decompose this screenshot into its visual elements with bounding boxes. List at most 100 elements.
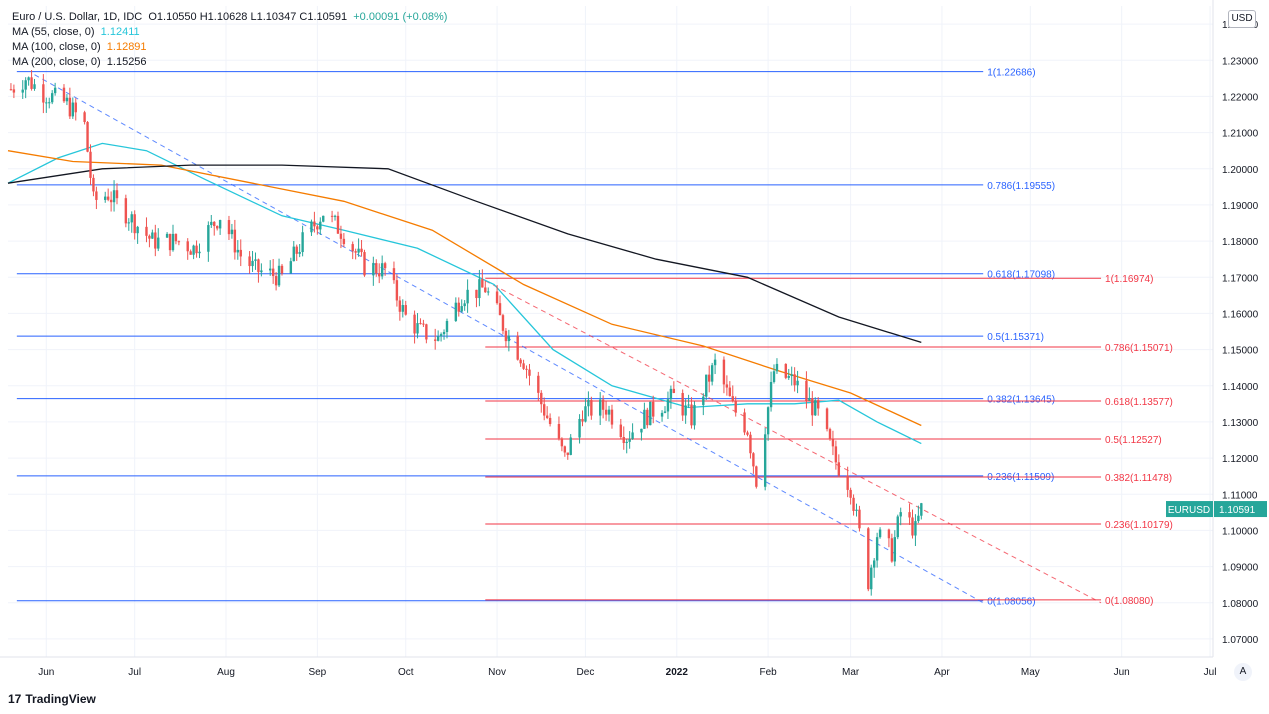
price-tick-label: 1.19000 [1222, 201, 1259, 212]
candle-body [62, 87, 66, 102]
auto-scale-button[interactable]: A [1234, 663, 1252, 681]
time-tick-label: May [1021, 667, 1040, 678]
candle-body [30, 77, 33, 89]
candle-body [528, 369, 531, 376]
candle-body [669, 388, 673, 400]
candle-body [198, 251, 201, 254]
candle-body [828, 429, 832, 440]
candle-body [372, 263, 375, 276]
candle-body [825, 408, 829, 430]
candle-body [775, 363, 779, 372]
candle-body [540, 392, 543, 405]
ma55-row[interactable]: MA (55, close, 0) 1.12411 [12, 25, 447, 40]
candle-body [537, 375, 540, 393]
ma-line [7, 164, 922, 344]
price-tick-label: 1.16000 [1222, 309, 1259, 320]
candle-body [893, 537, 897, 562]
candle-body [274, 276, 278, 286]
candle-body [292, 246, 295, 262]
time-tick-label: Oct [398, 667, 414, 678]
tradingview-brand[interactable]: 17 TradingView [8, 692, 96, 706]
candle-body [610, 409, 614, 425]
candle-body [48, 102, 51, 104]
candle-body [419, 323, 422, 325]
price-axis[interactable]: 1.07000 1.08000 1.09000 1.10000 1.11000 1.120… [1212, 0, 1259, 657]
brand-name: TradingView [25, 692, 96, 706]
candle-body [646, 409, 649, 426]
fib-retracement-red[interactable]: 1(1.16974) 0.786(1.15071) 0.618(1.13577) 0.… [485, 274, 1173, 607]
candle-body [519, 359, 522, 364]
candle-body [357, 248, 360, 253]
candle-body [425, 324, 428, 340]
time-tick-label: Mar [842, 667, 860, 678]
ma200-label: MA (200, close, 0) [12, 56, 101, 68]
candle-body [693, 405, 696, 426]
last-price-bg [1214, 501, 1267, 518]
candle-body [215, 226, 219, 229]
candle-body [21, 89, 24, 93]
time-tick-label: Dec [577, 667, 595, 678]
candle-body [601, 399, 605, 410]
candle-body [154, 232, 157, 249]
candle-body [310, 221, 313, 233]
candle-body [899, 512, 902, 517]
candle-body [484, 287, 487, 293]
candle-body [71, 102, 75, 117]
fib-retracement-blue[interactable]: 1(1.22686) 0.786(1.19555) 0.618(1.17098) 0.… [16, 68, 1055, 608]
time-tick-label: Sep [308, 667, 326, 678]
price-tick-label: 1.12000 [1222, 454, 1259, 465]
price-tick-label: 1.10000 [1222, 526, 1259, 537]
candle-body [872, 560, 876, 568]
candle-body [53, 87, 57, 94]
symbol-row[interactable]: Euro / U.S. Dollar, 1D, IDC O1.10550 H1.… [12, 10, 447, 25]
currency-button[interactable]: USD [1228, 10, 1256, 28]
price-tick-label: 1.21000 [1222, 129, 1259, 140]
candle-body [908, 512, 911, 518]
candle-body [666, 399, 670, 412]
candle-body [604, 409, 608, 415]
candle-body [218, 220, 222, 229]
candle-body [707, 374, 711, 382]
candle-body [660, 412, 664, 417]
candle-body [227, 220, 231, 235]
candle-body [168, 233, 172, 251]
ma100-row[interactable]: MA (100, close, 0) 1.12891 [12, 40, 447, 55]
candle-body [460, 306, 463, 312]
candle-body [109, 199, 113, 203]
candle-body [68, 97, 72, 117]
candle-body [236, 249, 240, 253]
ma200-row[interactable]: MA (200, close, 0) 1.15256 [12, 55, 447, 70]
candle-body [92, 177, 95, 192]
candle-body [83, 112, 86, 123]
candle-body [271, 268, 275, 277]
candle-body [239, 249, 242, 257]
fib-red-level-label: 1(1.16974) [1105, 274, 1153, 285]
candle-body [710, 365, 714, 382]
candle-body [112, 190, 116, 203]
candle-body [148, 235, 151, 239]
candle-body [257, 259, 260, 273]
candle-body [504, 330, 508, 342]
candle-body [920, 503, 923, 516]
candle-body [598, 399, 602, 416]
candle-body [248, 256, 251, 267]
fib-blue-level-label: 1(1.22686) [987, 68, 1035, 79]
candle-body [457, 302, 460, 312]
candle-body [705, 374, 708, 397]
candle-body [95, 191, 98, 200]
candle-body [289, 261, 293, 274]
time-tick-label: Apr [934, 667, 950, 678]
candle-body [690, 404, 693, 426]
candle-body [817, 400, 820, 409]
candle-body [195, 245, 198, 254]
candle-body [495, 291, 499, 304]
candle-body [133, 214, 136, 234]
ma200-value: 1.15256 [106, 56, 147, 68]
change-value: +0.00091 (+0.08%) [353, 11, 448, 23]
candle-body [395, 280, 399, 301]
candle-body [584, 406, 587, 422]
time-axis[interactable]: Jun Jul Aug Sep Oct Nov Dec 2022 Feb Mar Apr May Jun… [0, 656, 1216, 678]
candle-body [911, 517, 914, 536]
candle-body [74, 102, 77, 113]
